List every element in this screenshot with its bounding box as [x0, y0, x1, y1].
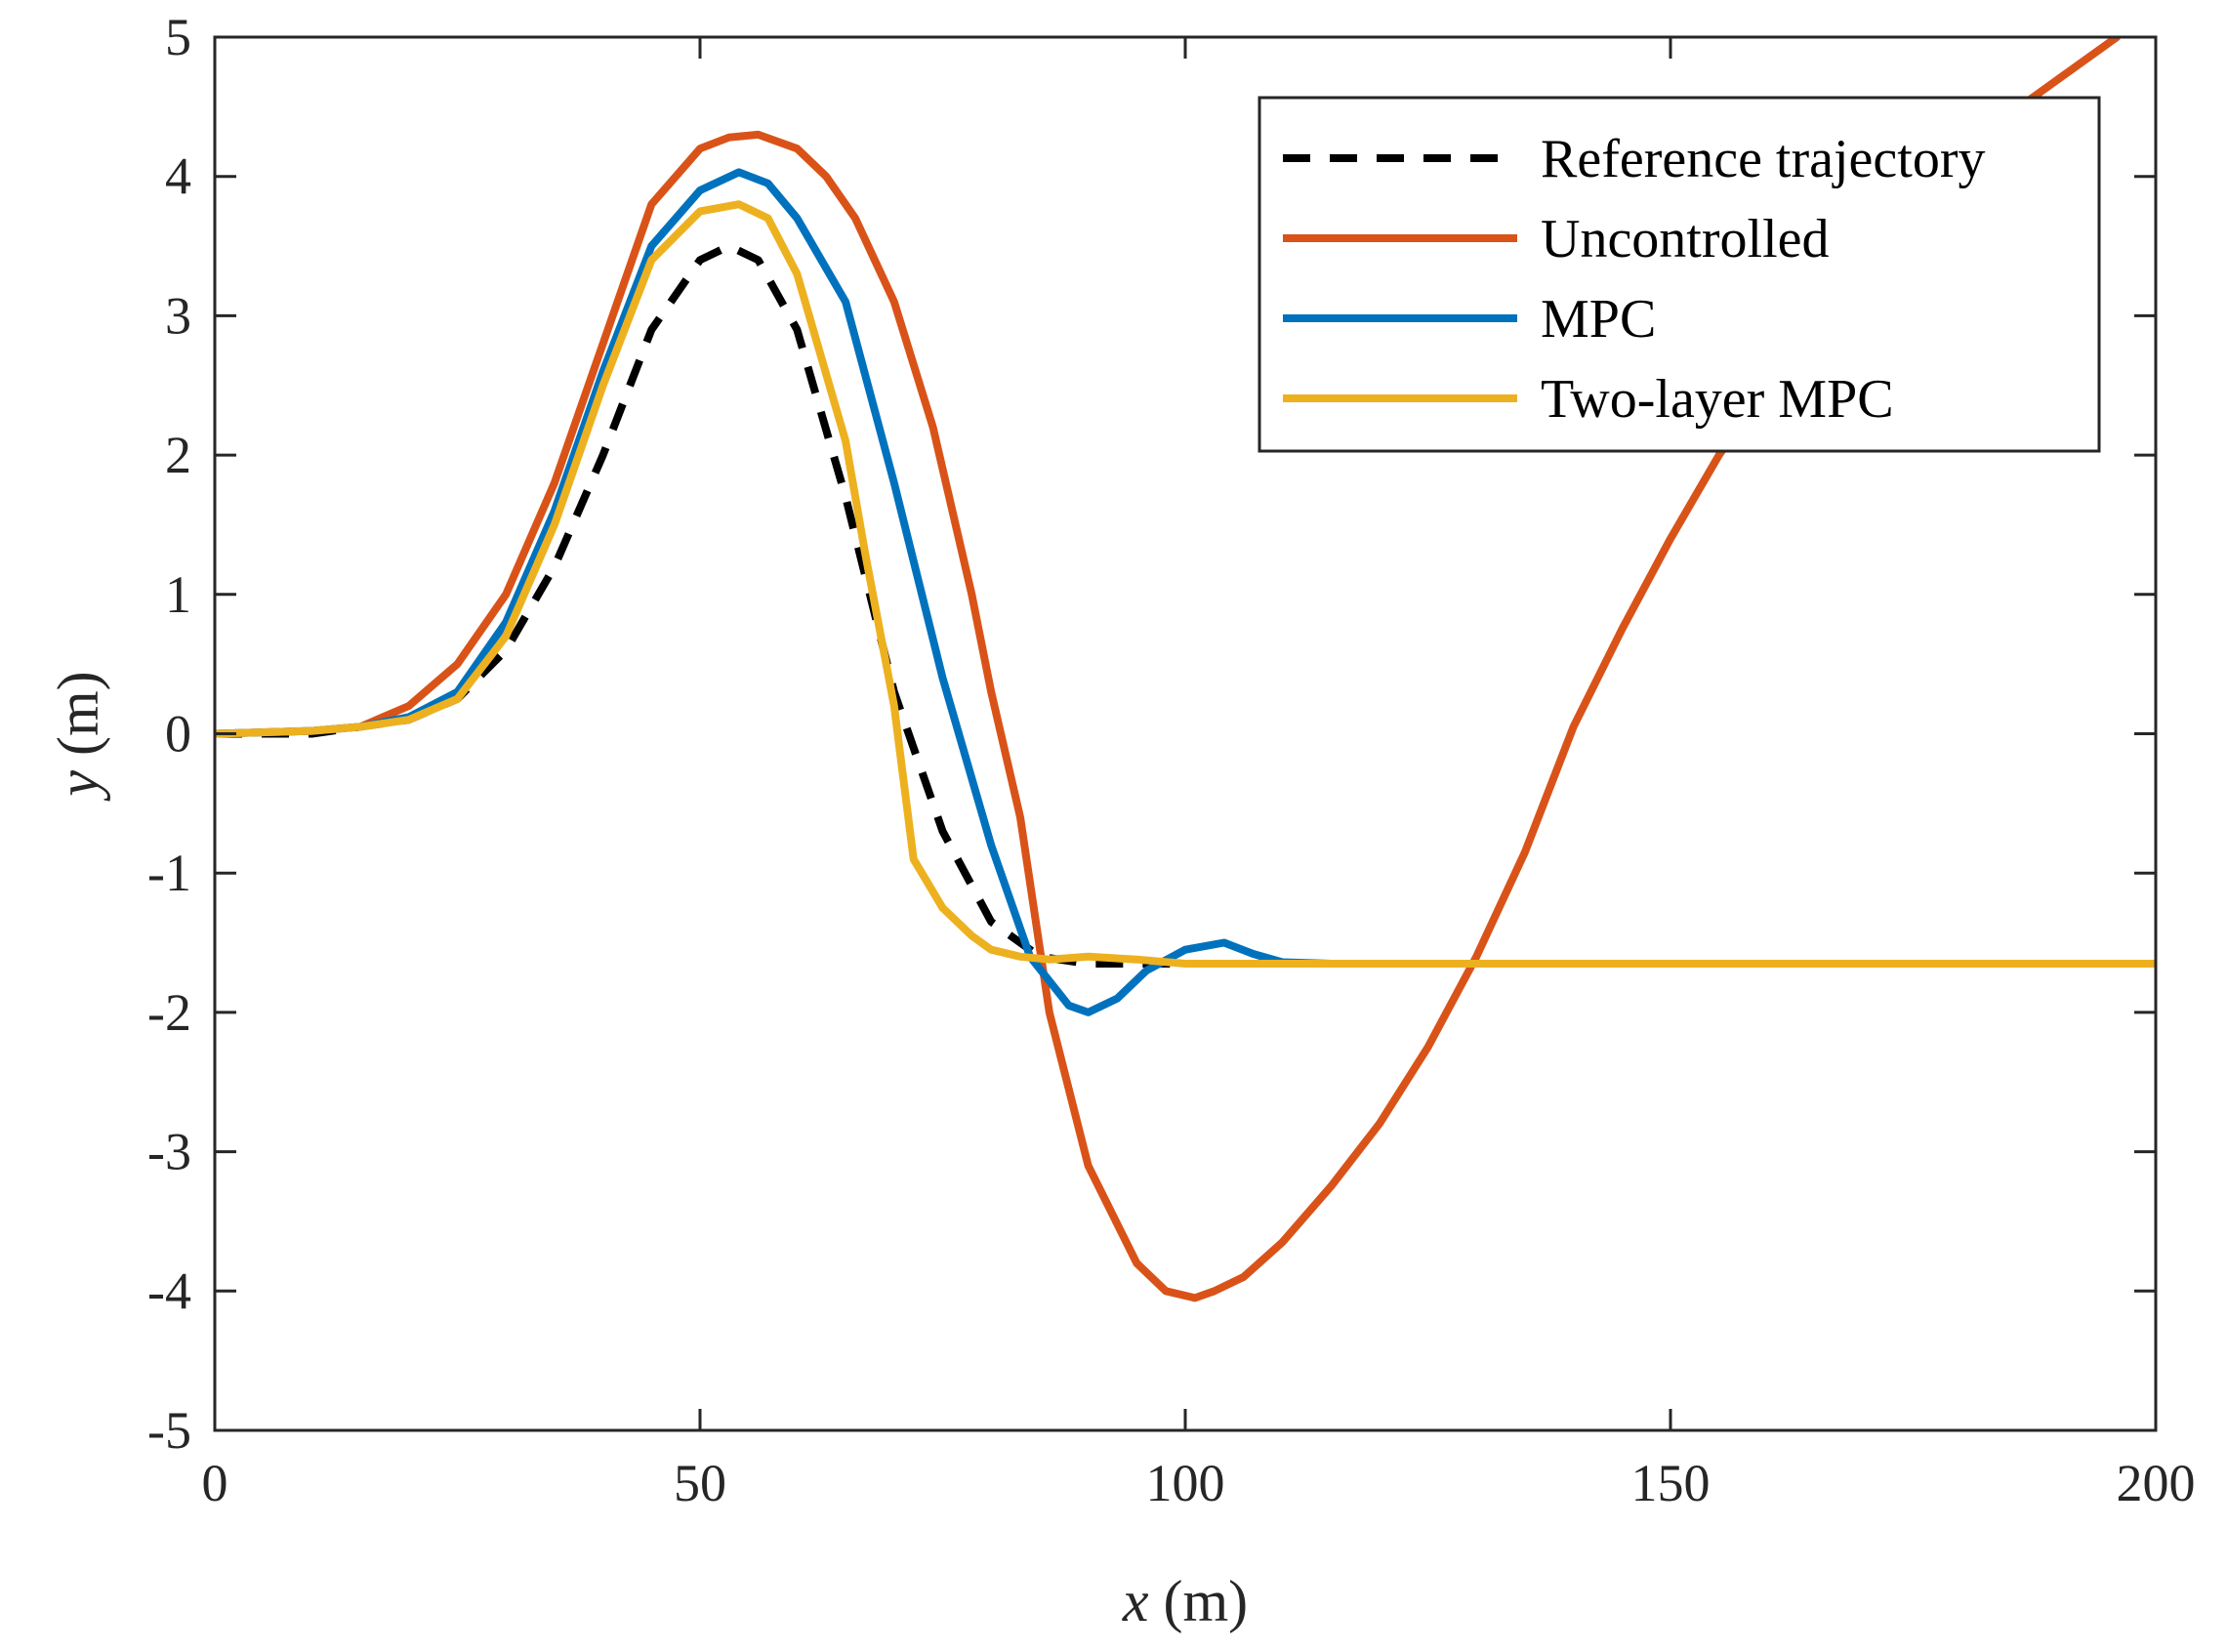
- y-axis-unit: (m): [46, 671, 110, 770]
- y-axis-label: y (m): [46, 671, 110, 802]
- series-line-two-layer-mpc: [215, 200, 2156, 968]
- x-tick-label: 100: [1146, 1454, 1225, 1512]
- y-tick-label: -3: [147, 1123, 191, 1181]
- x-tick-label: 0: [202, 1454, 228, 1512]
- x-axis-unit: (m): [1149, 1569, 1249, 1633]
- y-tick-label: -2: [147, 983, 191, 1042]
- x-axis-variable: x: [1122, 1569, 1149, 1633]
- y-tick-label: 5: [165, 8, 191, 66]
- y-axis-variable: y: [46, 770, 110, 803]
- x-axis-label: x (m): [1122, 1569, 1248, 1633]
- legend: Reference trajectory Uncontrolled MPC Two-l…: [1258, 96, 2101, 453]
- y-tick-label: -4: [147, 1261, 191, 1320]
- legend-label-two-layer-mpc: Two-layer MPC: [1541, 369, 1894, 430]
- y-tick-label: 0: [165, 705, 191, 764]
- y-tick-label: 4: [165, 147, 191, 206]
- legend-label-mpc: MPC: [1541, 289, 1656, 350]
- y-tick-label: -5: [147, 1401, 191, 1460]
- legend-label-uncontrolled: Uncontrolled: [1541, 209, 1829, 269]
- y-tick-label: 2: [165, 426, 191, 484]
- x-tick-label: 50: [674, 1454, 726, 1512]
- x-tick-label: 150: [1631, 1454, 1711, 1512]
- series-line-mpc: [215, 168, 2156, 1016]
- y-tick-label: -1: [147, 844, 191, 902]
- y-tick-label: 1: [165, 565, 191, 624]
- legend-label-reference-trajectory: Reference trajectory: [1541, 129, 1985, 189]
- x-tick-label: 200: [2117, 1454, 2196, 1512]
- series-line-reference-trajectory: [215, 242, 2156, 968]
- y-tick-label: 3: [165, 286, 191, 345]
- tick-layer: 0 50 100 150 200 -5 -4 -3 -2 -1 0 1 2 3 4 5: [147, 8, 2195, 1512]
